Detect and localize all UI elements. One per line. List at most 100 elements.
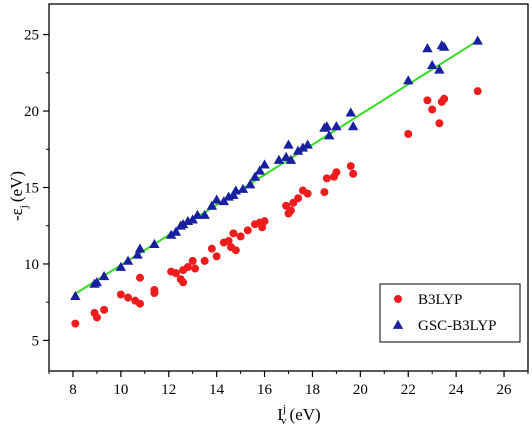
data-point-triangle: [249, 171, 261, 181]
data-point-circle: [136, 273, 145, 282]
y-axis-ticks: 5 10 15 20 25: [24, 28, 49, 349]
data-point-circle: [191, 264, 200, 273]
y-axis-label: -εj (eV): [7, 171, 30, 221]
y-axis-label-unit: (eV): [7, 171, 26, 202]
data-point-triangle: [280, 151, 292, 161]
data-point-triangle: [427, 59, 438, 70]
data-point-circle: [100, 305, 109, 314]
data-point-triangle: [187, 214, 198, 224]
data-point-triangle: [122, 255, 134, 265]
data-point-triangle: [321, 121, 333, 131]
data-point-triangle: [285, 154, 297, 164]
data-point-triangle: [91, 277, 103, 287]
series-b3lyp: [71, 87, 482, 328]
data-point-triangle: [345, 107, 356, 117]
x-axis-label-superscript: j: [282, 403, 286, 415]
data-point-triangle: [228, 189, 239, 200]
data-point-circle: [229, 229, 238, 238]
data-point-circle: [473, 87, 482, 96]
data-point-triangle: [134, 243, 146, 253]
data-point-triangle: [283, 139, 294, 149]
x-axis-ticks: 8 10 12 14 16 18 20 22 24 26: [48, 371, 529, 398]
data-point-triangle: [434, 64, 445, 74]
data-point-circle: [183, 263, 192, 272]
data-point-triangle: [422, 43, 433, 53]
data-point-circle: [320, 188, 329, 197]
y-tick-label: 5: [32, 333, 40, 349]
x-tick-label: 18: [305, 382, 320, 398]
data-point-triangle: [472, 35, 483, 45]
data-point-triangle: [438, 41, 450, 51]
data-point-circle: [440, 94, 449, 103]
data-point-circle: [179, 278, 188, 287]
data-point-triangle: [98, 270, 110, 281]
data-point-circle: [224, 237, 233, 246]
data-point-circle: [243, 226, 252, 235]
data-point-triangle: [132, 249, 143, 259]
data-point-triangle: [115, 261, 127, 271]
data-point-triangle: [347, 121, 359, 131]
data-point-circle: [188, 256, 197, 265]
data-point-triangle: [273, 154, 285, 164]
data-points-layer: [70, 35, 483, 328]
series-gsc-b3lyp: [70, 35, 483, 300]
x-axis-label: Ij v (eV): [277, 403, 320, 427]
data-point-circle: [150, 289, 159, 298]
data-point-triangle: [259, 159, 270, 169]
x-tick-label: 8: [69, 382, 77, 398]
legend-box: [379, 283, 521, 343]
data-point-circle: [423, 96, 432, 105]
legend-triangle-marker: [392, 319, 404, 329]
data-point-triangle: [244, 179, 256, 189]
data-point-triangle: [170, 226, 182, 236]
y-tick-label: 20: [24, 104, 39, 120]
data-point-triangle: [324, 130, 335, 140]
data-point-triangle: [302, 139, 313, 149]
x-tick-label: 14: [209, 382, 225, 398]
legend-label: B3LYP: [418, 292, 462, 308]
x-tick-label: 10: [113, 382, 128, 398]
data-point-circle: [171, 269, 180, 278]
x-tick-label: 20: [353, 382, 368, 398]
data-point-circle: [286, 206, 295, 215]
data-point-circle: [124, 293, 133, 302]
y-axis-label-subscript: j: [18, 205, 30, 209]
data-point-circle: [404, 129, 413, 138]
data-point-circle: [136, 299, 145, 308]
x-tick-label: 12: [161, 382, 176, 398]
data-point-circle: [332, 168, 341, 177]
data-point-triangle: [199, 209, 210, 219]
data-point-circle: [435, 119, 444, 128]
data-point-circle: [322, 174, 331, 183]
data-point-triangle: [297, 142, 309, 152]
y-tick-label: 25: [24, 28, 39, 44]
data-point-triangle: [331, 121, 342, 131]
data-point-circle: [231, 246, 240, 255]
x-axis-label-subscript: v: [281, 415, 287, 427]
data-point-circle: [116, 290, 125, 299]
legend-label: GSC-B3LYP: [418, 318, 497, 334]
data-point-circle: [346, 162, 355, 171]
x-tick-label: 22: [401, 382, 416, 398]
legend: B3LYP GSC-B3LYP: [379, 283, 521, 343]
x-tick-label: 26: [497, 382, 513, 398]
data-point-circle: [294, 194, 303, 203]
data-point-triangle: [206, 200, 218, 210]
data-point-triangle: [237, 183, 249, 193]
data-point-triangle: [403, 75, 414, 85]
data-point-circle: [258, 223, 267, 232]
legend-circle-marker: [394, 295, 402, 303]
data-point-circle: [92, 313, 101, 322]
data-point-triangle: [165, 229, 177, 239]
data-point-triangle: [192, 209, 203, 219]
data-point-circle: [212, 252, 221, 261]
data-point-circle: [200, 256, 209, 265]
x-tick-label: 16: [257, 382, 273, 398]
data-point-triangle: [292, 145, 304, 155]
y-tick-label: 15: [24, 181, 39, 197]
data-point-circle: [303, 189, 312, 198]
data-point-circle: [236, 232, 245, 241]
data-point-circle: [349, 169, 358, 178]
y-tick-label: 10: [24, 257, 39, 273]
